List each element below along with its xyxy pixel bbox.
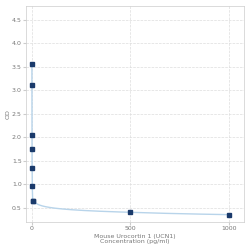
Y-axis label: OD: OD (6, 109, 10, 118)
X-axis label: Mouse Urocortin 1 (UCN1)
Concentration (pg/ml): Mouse Urocortin 1 (UCN1) Concentration (… (94, 234, 176, 244)
